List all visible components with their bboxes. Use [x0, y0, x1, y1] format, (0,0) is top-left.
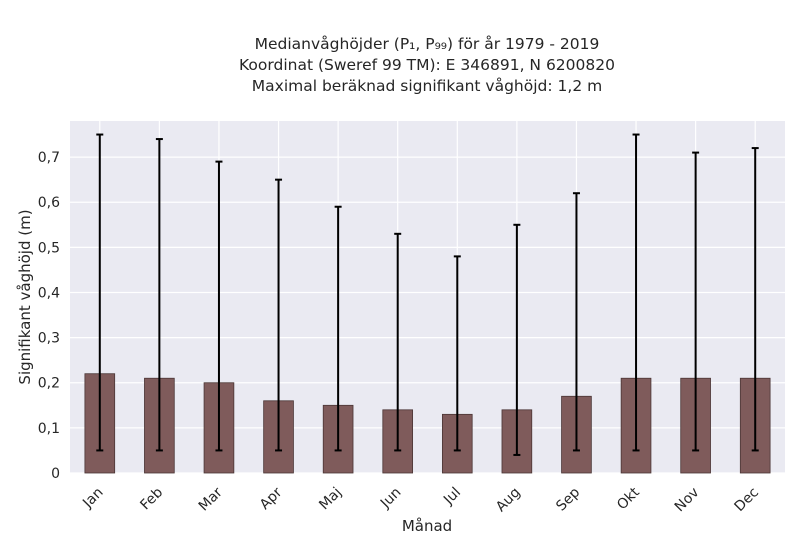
x-tick-label: Maj [316, 485, 345, 514]
title-line-1: Medianvåghöjder (P₁, P₉₉) för år 1979 - … [254, 35, 600, 53]
x-tick-label: Jan [79, 485, 106, 512]
y-tick-label: 0,1 [38, 421, 60, 437]
x-tick-label: Dec [732, 485, 762, 515]
y-tick-label: 0,4 [38, 285, 60, 301]
title-line-3: Maximal beräknad signifikant våghöjd: 1,… [251, 77, 603, 95]
y-tick-label: 0,5 [38, 240, 60, 256]
x-tick-label: Apr [257, 484, 286, 513]
chart-title: Medianvåghöjder (P₁, P₉₉) för år 1979 - … [0, 34, 800, 97]
plot-area [70, 121, 785, 473]
y-tick-label: 0 [51, 466, 60, 482]
x-tick-label: Jun [377, 485, 404, 512]
y-tick-label: 0,2 [38, 376, 60, 392]
y-axis-label: Signifikant våghöjd (m) [16, 209, 34, 384]
x-tick-label: Feb [137, 484, 166, 513]
x-tick-label: Aug [493, 485, 524, 516]
y-tick-label: 0,7 [38, 150, 60, 166]
error-bars [96, 133, 759, 456]
title-line-2: Koordinat (Sweref 99 TM): E 346891, N 62… [239, 56, 615, 74]
x-tick-labels: Jan Feb Mar Apr Maj Jun Jul Aug Sep Okt Nov Dec [79, 484, 762, 515]
x-tick-label: Jul [440, 485, 464, 509]
x-tick-label: Okt [614, 484, 643, 513]
y-tick-label: 0,3 [38, 331, 60, 347]
y-tick-labels: 0 0,1 0,2 0,3 0,4 0,5 0,6 0,7 [38, 150, 60, 482]
y-tick-label: 0,6 [38, 195, 60, 211]
x-tick-label: Sep [553, 484, 583, 514]
x-axis-label: Månad [402, 517, 452, 535]
x-tick-label: Mar [196, 484, 226, 514]
x-tick-label: Nov [672, 485, 703, 516]
